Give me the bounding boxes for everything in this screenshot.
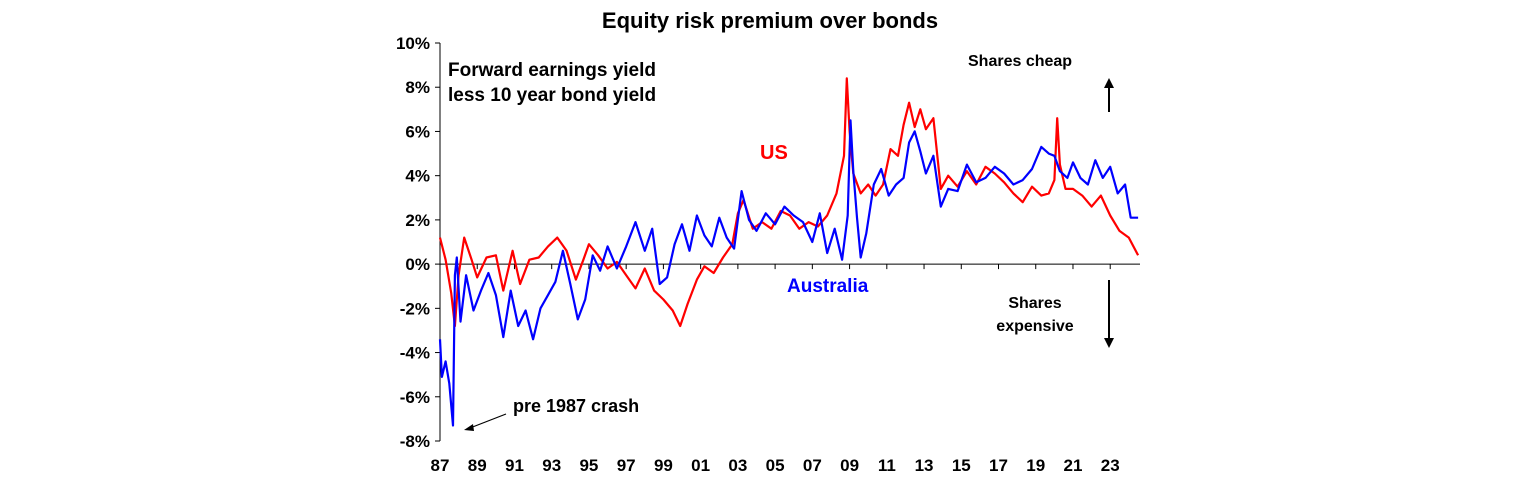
x-tick-label: 07 <box>803 456 822 475</box>
x-tick-label: 23 <box>1101 456 1120 475</box>
shares-cheap-label: Shares cheap <box>968 53 1072 70</box>
x-tick-label: 19 <box>1026 456 1045 475</box>
y-tick-label: -2% <box>400 299 430 318</box>
series-line-australia <box>438 119 1139 427</box>
x-tick-label: 03 <box>728 456 747 475</box>
x-tick-label: 09 <box>840 456 859 475</box>
x-tick-label: 93 <box>542 456 561 475</box>
x-tick-label: 17 <box>989 456 1008 475</box>
y-axis: 10% 8% 6% 4% 2% 0% -2% -4% -6% -8% <box>396 34 441 451</box>
x-tick-label: 91 <box>505 456 524 475</box>
y-tick-label: 8% <box>405 78 430 97</box>
x-tick-label: 01 <box>691 456 710 475</box>
series-layer <box>438 77 1140 427</box>
crash-pointer-arrow-icon <box>464 413 507 431</box>
x-tick-label: 89 <box>468 456 487 475</box>
x-tick-label: 13 <box>915 456 934 475</box>
up-arrow-icon <box>1104 78 1114 112</box>
x-tick-label: 97 <box>617 456 636 475</box>
y-tick-label: 10% <box>396 34 430 53</box>
x-tick-label: 21 <box>1064 456 1083 475</box>
y-tick-label: -4% <box>400 344 430 363</box>
down-arrow-icon <box>1104 280 1114 348</box>
y-tick-label: -6% <box>400 388 430 407</box>
y-tick-label: 6% <box>405 122 430 141</box>
subtitle-line-2: less 10 year bond yield <box>448 85 656 106</box>
x-tick-label: 15 <box>952 456 971 475</box>
y-tick-label: 2% <box>405 211 430 230</box>
x-tick-label: 95 <box>579 456 598 475</box>
crash-annotation: pre 1987 crash <box>513 396 639 416</box>
us-series-label: US <box>760 142 788 164</box>
y-tick-label: 0% <box>405 255 430 274</box>
y-tick-label: 4% <box>405 167 430 186</box>
chart-title: Equity risk premium over bonds <box>602 8 938 33</box>
y-tick-label: -8% <box>400 432 430 451</box>
x-tick-label: 05 <box>766 456 785 475</box>
subtitle-line-1: Forward earnings yield <box>448 60 656 81</box>
chart-panel: Equity risk premium over bonds 10% 8% 6% 4%… <box>370 0 1170 487</box>
x-tick-label: 11 <box>878 456 896 475</box>
shares-expensive-label-line-2: expensive <box>996 318 1073 335</box>
x-tick-label: 99 <box>654 456 673 475</box>
shares-expensive-label-line-1: Shares <box>1008 295 1061 312</box>
line-chart: Equity risk premium over bonds 10% 8% 6% 4%… <box>396 8 1140 475</box>
australia-series-label: Australia <box>787 276 869 297</box>
x-axis: 87 89 91 93 95 97 99 01 03 05 07 09 11 13 15 17 19 21 23 <box>431 263 1140 475</box>
x-tick-label: 87 <box>431 456 450 475</box>
